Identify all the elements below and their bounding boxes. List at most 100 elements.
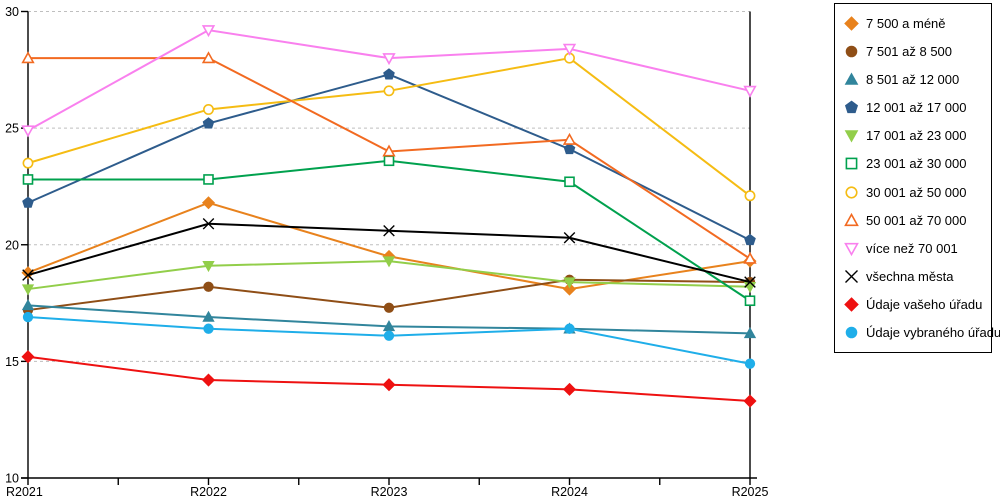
legend-marker-x-icon <box>845 269 858 283</box>
data-point-8-501-a-12-000-r2025 <box>743 327 757 339</box>
data-point-7-500-a-m-n-r2022 <box>201 196 216 210</box>
legend: 7 500 a méně 7 501 až 8 500 8 501 až 12 00… <box>834 3 1000 353</box>
data-point-12-001-a-17-000-r2025 <box>744 233 756 246</box>
legend-item-7-501-a-8-500: 7 501 až 8 500 <box>844 44 987 59</box>
legend-marker-circle-icon <box>845 327 858 339</box>
data-point-17-001-a-23-000-r2024 <box>563 277 576 289</box>
y-tick-label-15: 15 <box>5 355 19 369</box>
legend-item-8-501-a-12-000: 8 501 až 12 000 <box>844 72 987 87</box>
data-point-daje-va-eho-adu-r2024 <box>562 382 577 396</box>
data-point-8-501-a-12-000-r2021 <box>21 299 35 311</box>
legend-marker-diamond-icon <box>844 15 859 31</box>
data-point-12-001-a-17-000-r2023 <box>383 68 395 80</box>
data-point-daje-vybran-ho-adu-r2021 <box>22 311 34 323</box>
x-tick-label-r2024: R2024 <box>551 485 588 499</box>
series-group <box>21 25 757 408</box>
legend-label: Údaje vybraného úřadu <box>866 325 1000 341</box>
legend-item-v-ce-ne-70-001: více než 70 001 <box>844 241 987 256</box>
y-tick-label-25: 25 <box>5 122 19 136</box>
data-point-50-001-a-70-000-r2025 <box>743 251 757 264</box>
data-point-daje-va-eho-adu-r2021 <box>21 350 35 364</box>
data-point-12-001-a-17-000-r2022 <box>202 117 215 129</box>
data-point-17-001-a-23-000-r2022 <box>202 261 215 273</box>
data-point-50-001-a-70-000-r2023 <box>382 144 396 157</box>
legend-item-daje-va-eho-adu: Údaje vašeho úřadu <box>844 297 987 312</box>
legend-item-30-001-a-50-000: 30 001 až 50 000 <box>844 185 987 200</box>
data-point-23-001-a-30-000-r2022 <box>203 174 214 185</box>
legend-item-12-001-a-17-000: 12 001 až 17 000 <box>844 100 987 115</box>
legend-label: 8 501 až 12 000 <box>866 71 960 87</box>
data-point-v-echna-m-sta-r2024 <box>563 231 576 244</box>
legend-label: 30 001 až 50 000 <box>866 184 967 200</box>
series-30-001-a-50-000 <box>22 52 756 202</box>
x-tick-label-r2023: R2023 <box>371 485 408 499</box>
data-point-v-ce-ne-70-001-r2022 <box>201 25 216 38</box>
data-point-17-001-a-23-000-r2023 <box>382 256 396 268</box>
legend-label: 23 001 až 30 000 <box>866 156 967 172</box>
axes: 10 15 20 25 30 R2021 R2022 R2023 R2024 R2025 <box>5 5 768 499</box>
data-point-30-001-a-50-000-r2021 <box>22 157 34 169</box>
series-daje-va-eho-adu <box>21 350 757 408</box>
series-daje-vybran-ho-adu <box>22 311 756 369</box>
series-50-001-a-70-000 <box>21 51 757 264</box>
data-point-12-001-a-17-000-r2024 <box>563 142 576 155</box>
data-point-12-001-a-17-000-r2021 <box>22 196 34 208</box>
legend-item-50-001-a-70-000: 50 001 až 70 000 <box>844 212 987 228</box>
data-point-daje-va-eho-adu-r2025 <box>743 394 757 408</box>
y-tick-label-10: 10 <box>5 472 19 486</box>
data-point-23-001-a-30-000-r2024 <box>564 176 575 188</box>
data-point-v-ce-ne-70-001-r2023 <box>382 53 396 66</box>
data-point-30-001-a-50-000-r2022 <box>203 104 214 115</box>
data-point-daje-vybran-ho-adu-r2023 <box>383 330 395 341</box>
data-point-17-001-a-23-000-r2021 <box>21 284 35 296</box>
series-17-001-a-23-000 <box>21 256 757 296</box>
legend-label: 12 001 až 17 000 <box>866 100 967 116</box>
data-point-v-ce-ne-70-001-r2024 <box>562 43 577 56</box>
legend-marker-triangle-down-icon <box>844 242 859 256</box>
data-point-v-ce-ne-70-001-r2025 <box>743 85 757 98</box>
data-point-23-001-a-30-000-r2025 <box>744 295 756 307</box>
legend-label: 17 001 až 23 000 <box>866 128 967 144</box>
data-point-50-001-a-70-000-r2024 <box>562 132 577 145</box>
data-point-v-echna-m-sta-r2023 <box>383 224 395 237</box>
x-tick-label-r2025: R2025 <box>732 485 769 499</box>
legend-label: 7 501 až 8 500 <box>866 43 953 59</box>
series-7-501-a-8-500 <box>22 274 756 316</box>
data-point-v-echna-m-sta-r2025 <box>744 276 756 288</box>
legend-item-17-001-a-23-000: 17 001 až 23 000 <box>844 128 987 143</box>
y-tick-label-20: 20 <box>5 238 19 252</box>
legend-label: všechna města <box>866 268 954 284</box>
legend-marker-circle-icon <box>845 45 858 58</box>
series-line <box>27 29 751 132</box>
legend-marker-pentagon-icon <box>844 100 859 114</box>
data-point-8-501-a-12-000-r2022 <box>202 310 215 322</box>
data-point-30-001-a-50-000-r2023 <box>383 85 395 97</box>
x-tick-label-r2022: R2022 <box>190 485 227 499</box>
legend-item-daje-vybran-ho-adu: Údaje vybraného úřadu <box>844 325 1000 340</box>
series-line <box>27 201 751 291</box>
data-point-7-501-a-8-500-r2022 <box>203 281 214 292</box>
data-point-daje-va-eho-adu-r2022 <box>201 373 216 387</box>
data-point-23-001-a-30-000-r2021 <box>22 174 34 185</box>
legend-label: 50 001 až 70 000 <box>866 212 967 228</box>
legend-marker-triangle-down-icon <box>844 130 859 143</box>
legend-item-v-echna-m-sta: všechna města <box>844 269 987 284</box>
data-point-30-001-a-50-000-r2025 <box>744 190 756 202</box>
data-point-23-001-a-30-000-r2023 <box>383 155 395 167</box>
legend-marker-circle-icon <box>845 185 858 199</box>
series-v-echna-m-sta <box>22 217 756 288</box>
legend-label: 7 500 a méně <box>866 15 946 31</box>
data-point-50-001-a-70-000-r2022 <box>201 51 216 64</box>
data-point-7-501-a-8-500-r2023 <box>383 302 395 313</box>
legend-marker-diamond-icon <box>844 297 859 312</box>
legend-marker-triangle-up-icon <box>844 72 859 85</box>
x-tick-label-r2021: R2021 <box>6 485 43 499</box>
data-point-7-500-a-m-n-r2021 <box>21 266 35 280</box>
legend-label: Údaje vašeho úřadu <box>866 297 983 313</box>
legend-label: více než 70 001 <box>866 240 958 256</box>
y-tick-label-30: 30 <box>5 5 19 19</box>
series-v-ce-ne-70-001 <box>21 25 757 138</box>
data-point-daje-va-eho-adu-r2023 <box>382 378 396 392</box>
